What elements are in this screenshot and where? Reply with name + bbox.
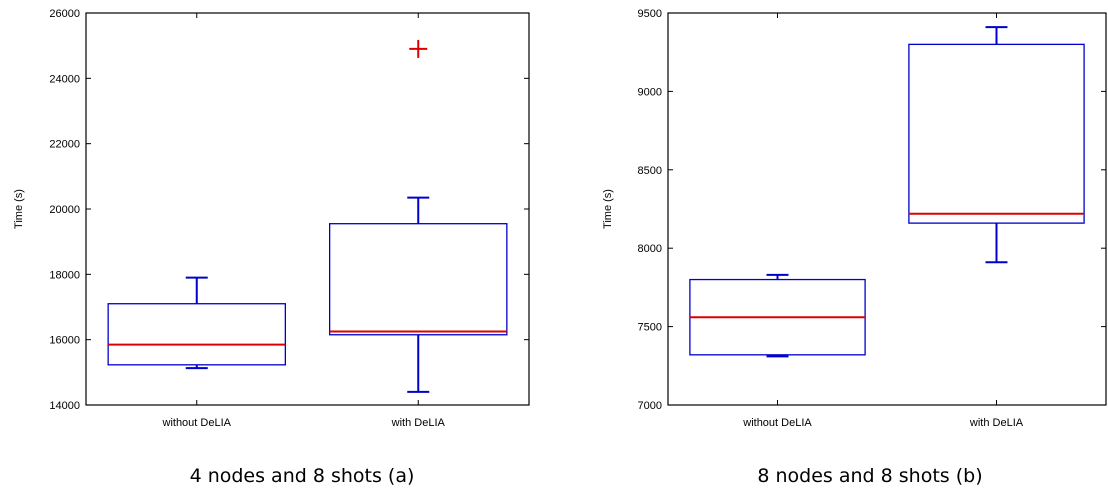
y-tick-label: 26000	[49, 8, 80, 20]
outlier-marker	[409, 39, 428, 58]
y-tick-label: 8500	[638, 165, 662, 177]
box-plot-panel-a: 14000 16000 18000 20000 22000 24000 26000 witho…	[13, 8, 530, 487]
box-1	[908, 26, 1085, 264]
panel-caption: 4 nodes and 8 shots (a)	[190, 465, 415, 487]
x-category-label: without DeLIA	[162, 417, 232, 429]
y-tick-label: 7500	[638, 322, 662, 334]
box-0	[107, 276, 286, 370]
y-tick-label: 14000	[49, 400, 80, 412]
y-tick-label: 20000	[49, 204, 80, 216]
x-category-label: with DeLIA	[969, 417, 1024, 429]
y-axis-label: Time (s)	[602, 189, 614, 229]
panel-caption: 8 nodes and 8 shots (b)	[757, 465, 982, 487]
y-axis-label: Time (s)	[13, 189, 25, 229]
box-plot-panel-b: 7000 7500 8000 8500 9000 9500 without DeLIA wit…	[602, 8, 1107, 487]
iqr-box	[328, 223, 508, 336]
y-tick-label: 9500	[638, 8, 662, 20]
y-tick-label: 7000	[638, 400, 662, 412]
y-tick-label: 24000	[49, 73, 80, 85]
y-tick-label: 22000	[49, 139, 80, 151]
iqr-box	[107, 303, 286, 366]
x-category-label: without DeLIA	[742, 417, 812, 429]
box-0	[689, 273, 866, 358]
y-tick-label: 18000	[49, 269, 80, 281]
plot-frame	[85, 12, 530, 406]
y-tick-label: 9000	[638, 86, 662, 98]
x-category-label: with DeLIA	[391, 417, 446, 429]
plot-frame	[667, 12, 1107, 406]
y-tick-label: 8000	[638, 243, 662, 255]
y-tick-label: 16000	[49, 335, 80, 347]
box-1	[328, 39, 508, 393]
iqr-box	[908, 43, 1085, 224]
